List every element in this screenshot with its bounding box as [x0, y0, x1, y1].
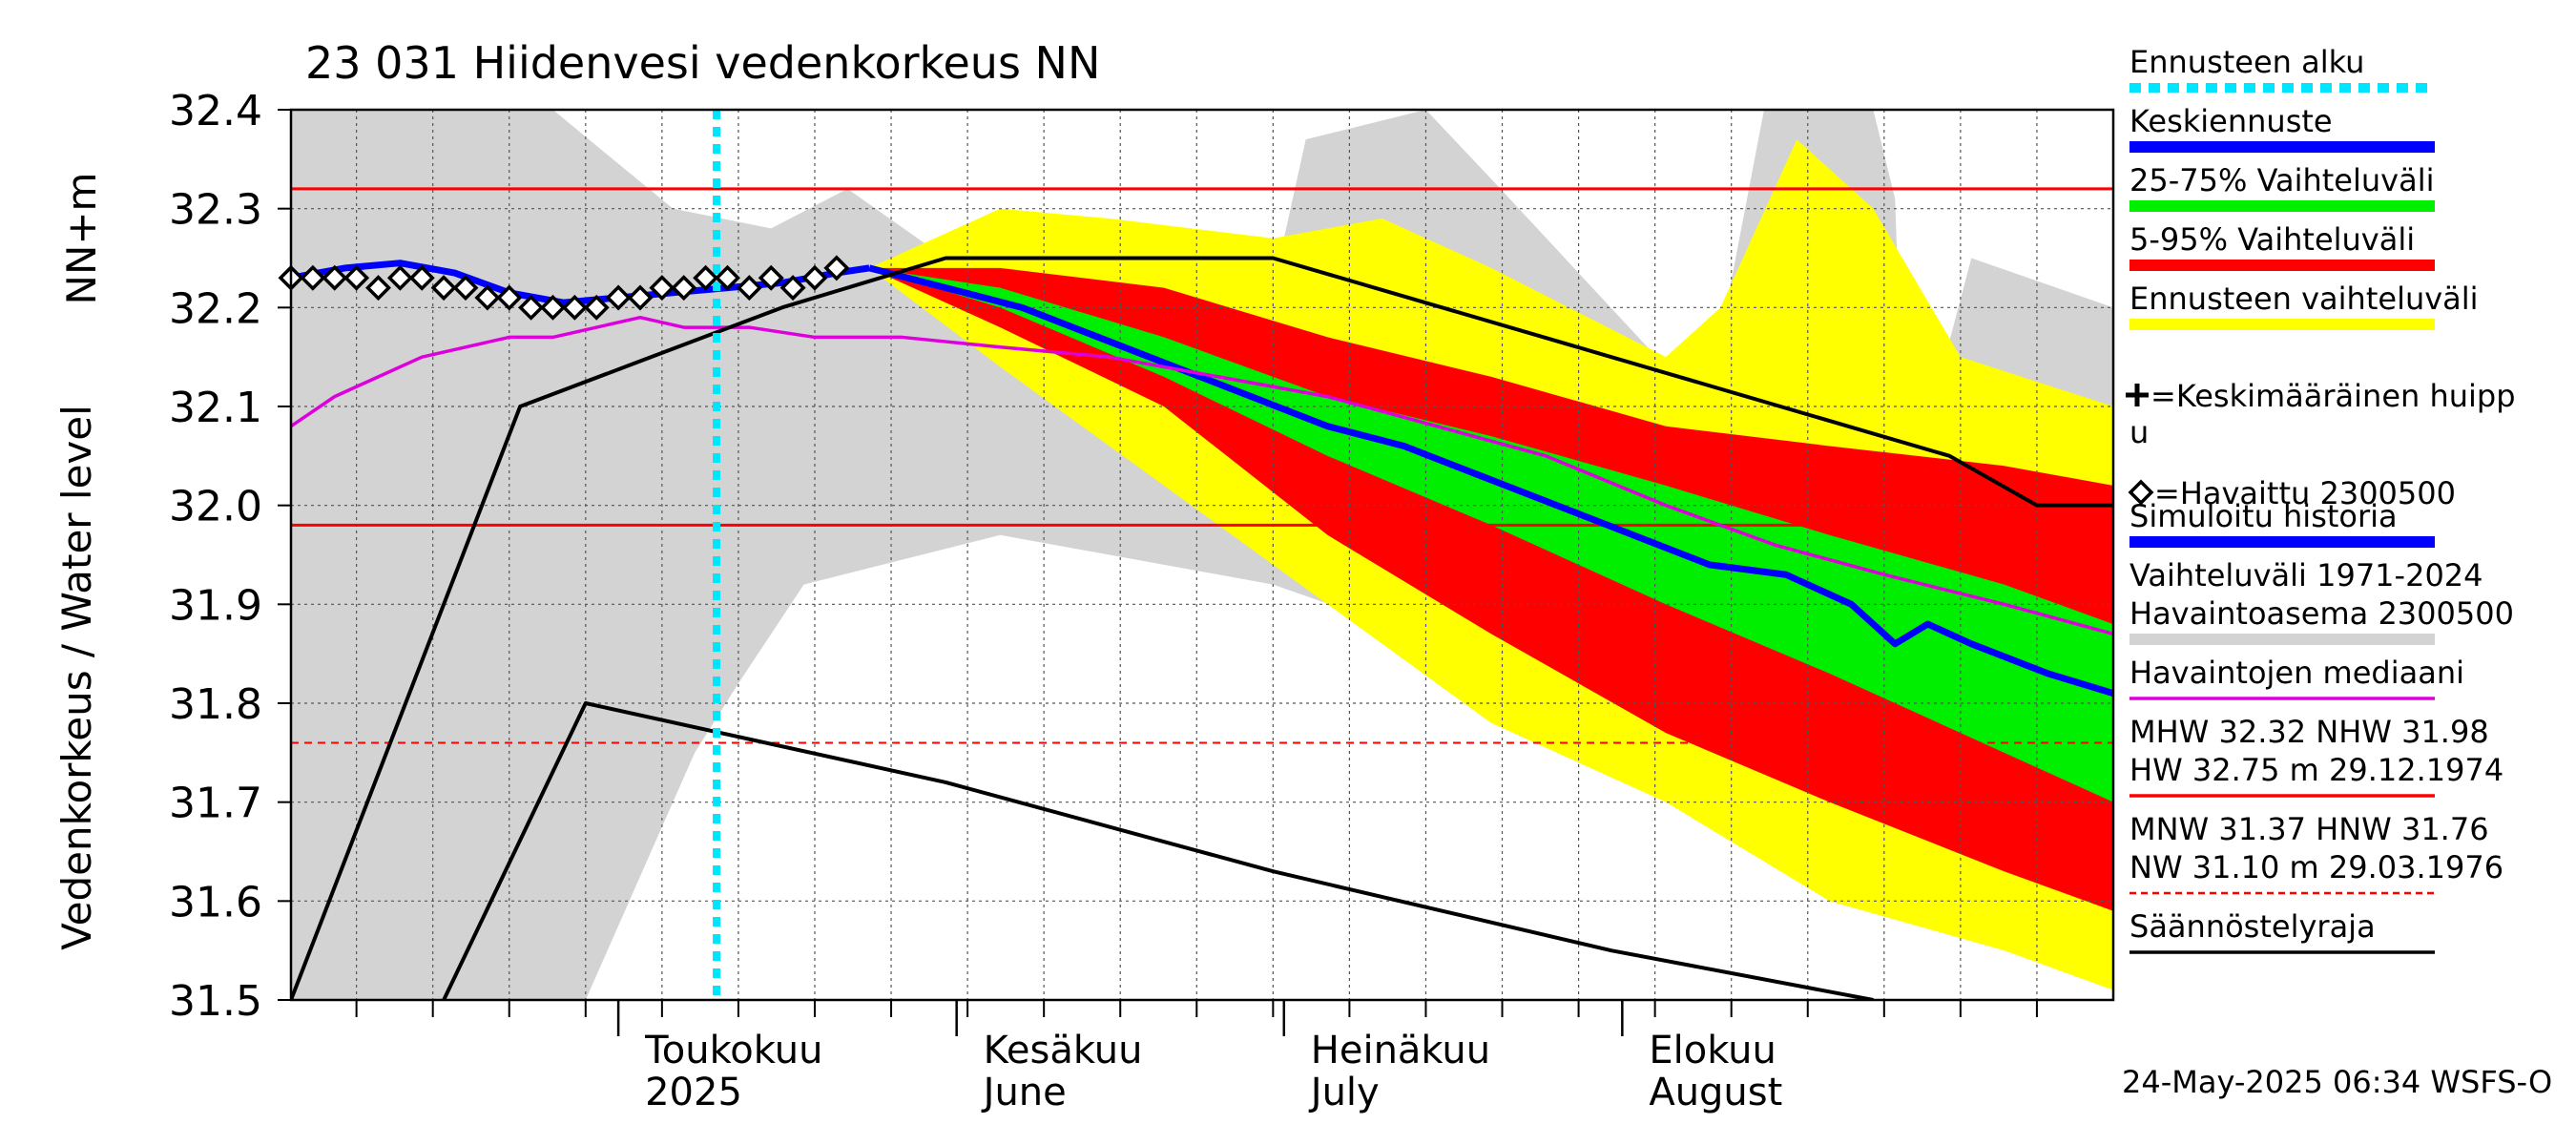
legend-label: Havaintoasema 2300500 — [2129, 595, 2514, 632]
axes-layer: 31.5 31.6 31.7 31.8 31.9 32.0 32.1 32.2 32.3 32.4… — [169, 87, 2115, 1114]
observed-point — [779, 275, 806, 302]
x-month-label: Heinäkuu — [1311, 1029, 1490, 1072]
x-month-sublabel: July — [1308, 1071, 1380, 1114]
observed-point — [605, 284, 632, 311]
legend-diamond-marker — [2128, 479, 2154, 506]
x-month-label: Toukokuu — [644, 1029, 822, 1072]
series-lines — [291, 110, 2113, 1000]
reference-lines — [291, 187, 2113, 744]
observed-point — [693, 264, 719, 291]
legend-label: 5-95% Vaihteluväli — [2129, 221, 2415, 258]
observed-point — [736, 275, 762, 302]
observed-markers — [278, 255, 850, 321]
observed-point — [671, 275, 697, 302]
legend-label: MNW 31.37 HNW 31.76 — [2129, 811, 2489, 847]
x-month-sublabel: June — [981, 1071, 1067, 1114]
x-month-label: Elokuu — [1649, 1029, 1776, 1072]
observed-point — [408, 264, 435, 291]
legend-label: Ennusteen vaihteluväli — [2129, 281, 2479, 317]
observed-point — [649, 275, 675, 302]
observed-point — [452, 275, 479, 302]
y-tick-label: 31.6 — [169, 878, 262, 926]
y-tick-label: 32.0 — [169, 483, 262, 531]
y-axis-label: Vedenkorkeus / Water level — [53, 405, 100, 950]
timestamp-footer: 24-May-2025 06:34 WSFS-O — [2122, 1064, 2552, 1100]
x-month-sublabel: August — [1649, 1071, 1782, 1114]
observed-point — [496, 284, 523, 311]
legend-label: Simuloitu historia — [2129, 498, 2398, 534]
observed-point — [300, 264, 326, 291]
y-tick-label: 31.9 — [169, 581, 262, 630]
y-tick-label: 31.8 — [169, 680, 262, 729]
legend-label: Ennusteen alku — [2129, 44, 2364, 80]
observed-point — [365, 275, 391, 302]
y-tick-label: 32.2 — [169, 284, 262, 333]
observed-point — [823, 255, 850, 281]
observed-point — [627, 284, 654, 311]
y-tick-label: 31.5 — [169, 977, 262, 1026]
series-line-3 — [291, 315, 2113, 636]
y-tick-label: 31.7 — [169, 780, 262, 828]
legend-label: Keskiennuste — [2129, 103, 2333, 139]
chart-title: 23 031 Hiidenvesi vedenkorkeus NN — [305, 37, 1100, 89]
legend: Ennusteen alku Keskiennuste 25-75% Vaihtel… — [2126, 44, 2516, 954]
observed-point — [386, 264, 413, 291]
observed-point — [801, 264, 828, 291]
series-line-4 — [291, 256, 2113, 1000]
observed-point — [343, 264, 370, 291]
observed-point — [430, 275, 457, 302]
y-tick-label: 32.3 — [169, 186, 262, 235]
y-tick-label: 32.1 — [169, 384, 262, 432]
observed-point — [322, 264, 348, 291]
observed-point — [758, 264, 784, 291]
legend-label: MHW 32.32 NHW 31.98 — [2129, 714, 2489, 750]
legend-label: NW 31.10 m 29.03.1976 — [2129, 849, 2503, 885]
observed-point — [518, 294, 545, 321]
observed-point — [474, 284, 501, 311]
legend-label: =Havaittu 2300500 — [2154, 475, 2456, 511]
legend-label: u — [2129, 414, 2149, 450]
legend-label: Vaihteluväli 1971-2024 — [2129, 557, 2483, 593]
legend-label: =Keskimääräinen huipp — [2150, 378, 2516, 414]
observed-point — [583, 294, 610, 321]
band-2 — [869, 267, 2113, 911]
band-0 — [291, 110, 2113, 1000]
bands-layer — [291, 110, 2113, 1000]
legend-label: HW 32.75 m 29.12.1974 — [2129, 752, 2503, 788]
legend-label: 25-75% Vaihteluväli — [2129, 162, 2434, 198]
observed-point — [715, 264, 740, 291]
plot-frame — [289, 108, 2115, 1002]
series-line-5 — [442, 701, 1874, 1000]
observed-point — [540, 294, 566, 321]
x-month-sublabel: 2025 — [645, 1071, 742, 1114]
observed-point — [561, 294, 588, 321]
legend-label: Havaintojen mediaani — [2129, 655, 2464, 691]
y-axis-unit: NN+m — [58, 173, 105, 305]
x-month-label: Kesäkuu — [984, 1029, 1143, 1072]
legend-label: Säännöstelyraja — [2129, 908, 2376, 945]
y-tick-label: 32.4 — [169, 87, 262, 135]
series-line-2 — [868, 264, 2113, 697]
